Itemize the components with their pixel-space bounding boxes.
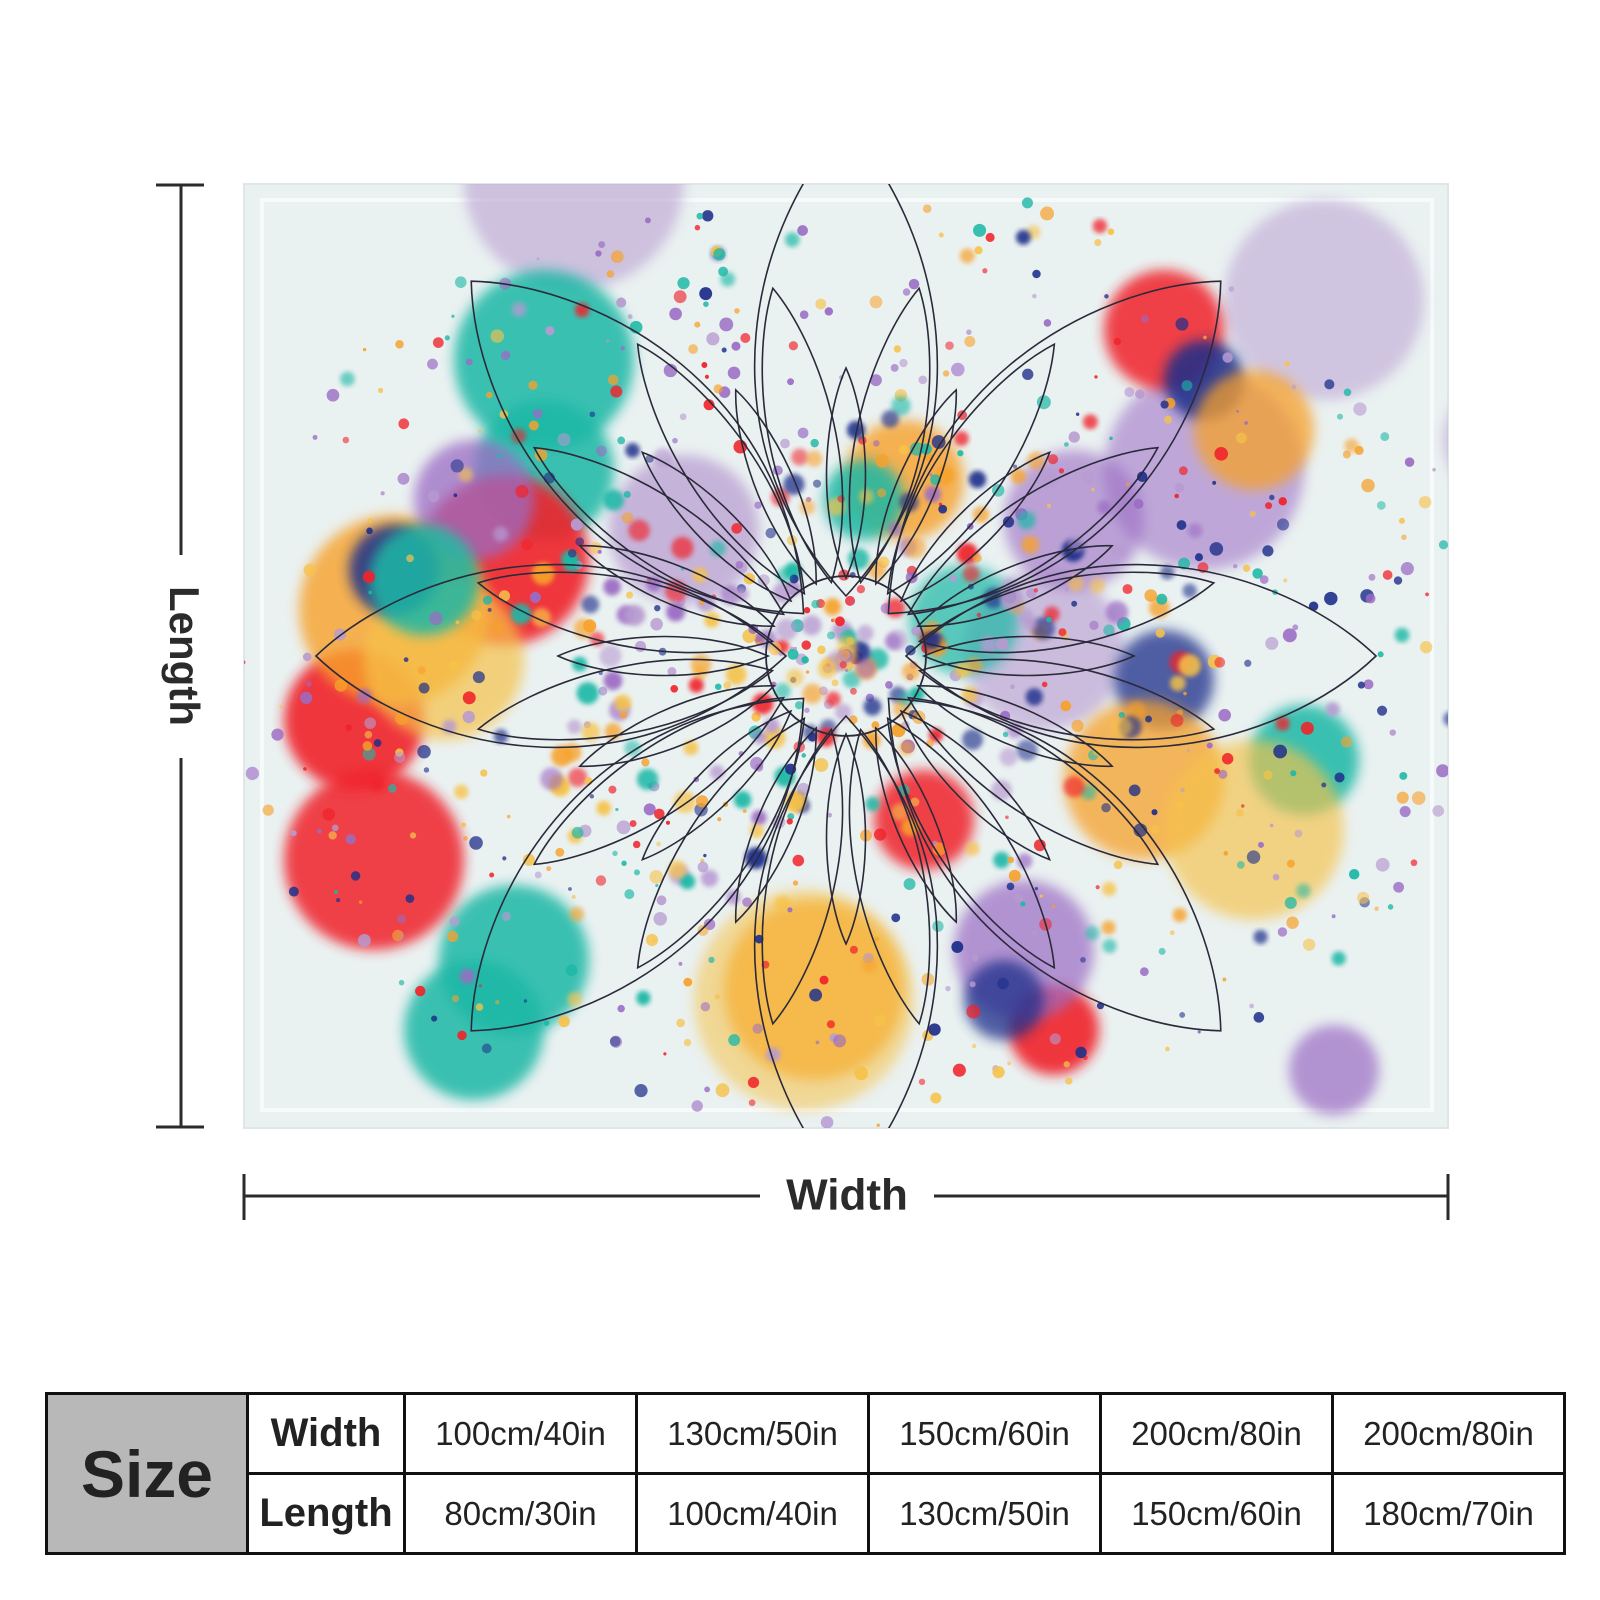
width-dimension <box>242 1174 1450 1220</box>
width-value-3: 150cm/60in <box>867 1392 1102 1475</box>
mandala-outline-icon <box>314 184 1378 1128</box>
width-value-2: 130cm/50in <box>635 1392 870 1475</box>
artwork-image <box>243 183 1449 1129</box>
size-header-cell: Size <box>45 1392 249 1555</box>
length-dimension <box>156 183 204 1129</box>
length-label: Length <box>161 586 208 726</box>
length-row: Length 80cm/30in 100cm/40in 130cm/50in 1… <box>47 1472 1566 1555</box>
length-value-4: 150cm/60in <box>1099 1472 1334 1555</box>
size-chart-table: Size Width 100cm/40in 130cm/50in 150cm/6… <box>45 1392 1566 1555</box>
width-value-5: 200cm/80in <box>1331 1392 1566 1475</box>
width-value-1: 100cm/40in <box>403 1392 638 1475</box>
length-value-1: 80cm/30in <box>403 1472 638 1555</box>
length-value-2: 100cm/40in <box>635 1472 870 1555</box>
length-value-5: 180cm/70in <box>1331 1472 1566 1555</box>
length-row-header: Length <box>246 1472 406 1555</box>
width-row: Size Width 100cm/40in 130cm/50in 150cm/6… <box>45 1392 1566 1555</box>
width-row-header: Width <box>246 1392 406 1475</box>
width-value-4: 200cm/80in <box>1099 1392 1334 1475</box>
length-value-3: 130cm/50in <box>867 1472 1102 1555</box>
width-label: Width <box>786 1171 908 1220</box>
